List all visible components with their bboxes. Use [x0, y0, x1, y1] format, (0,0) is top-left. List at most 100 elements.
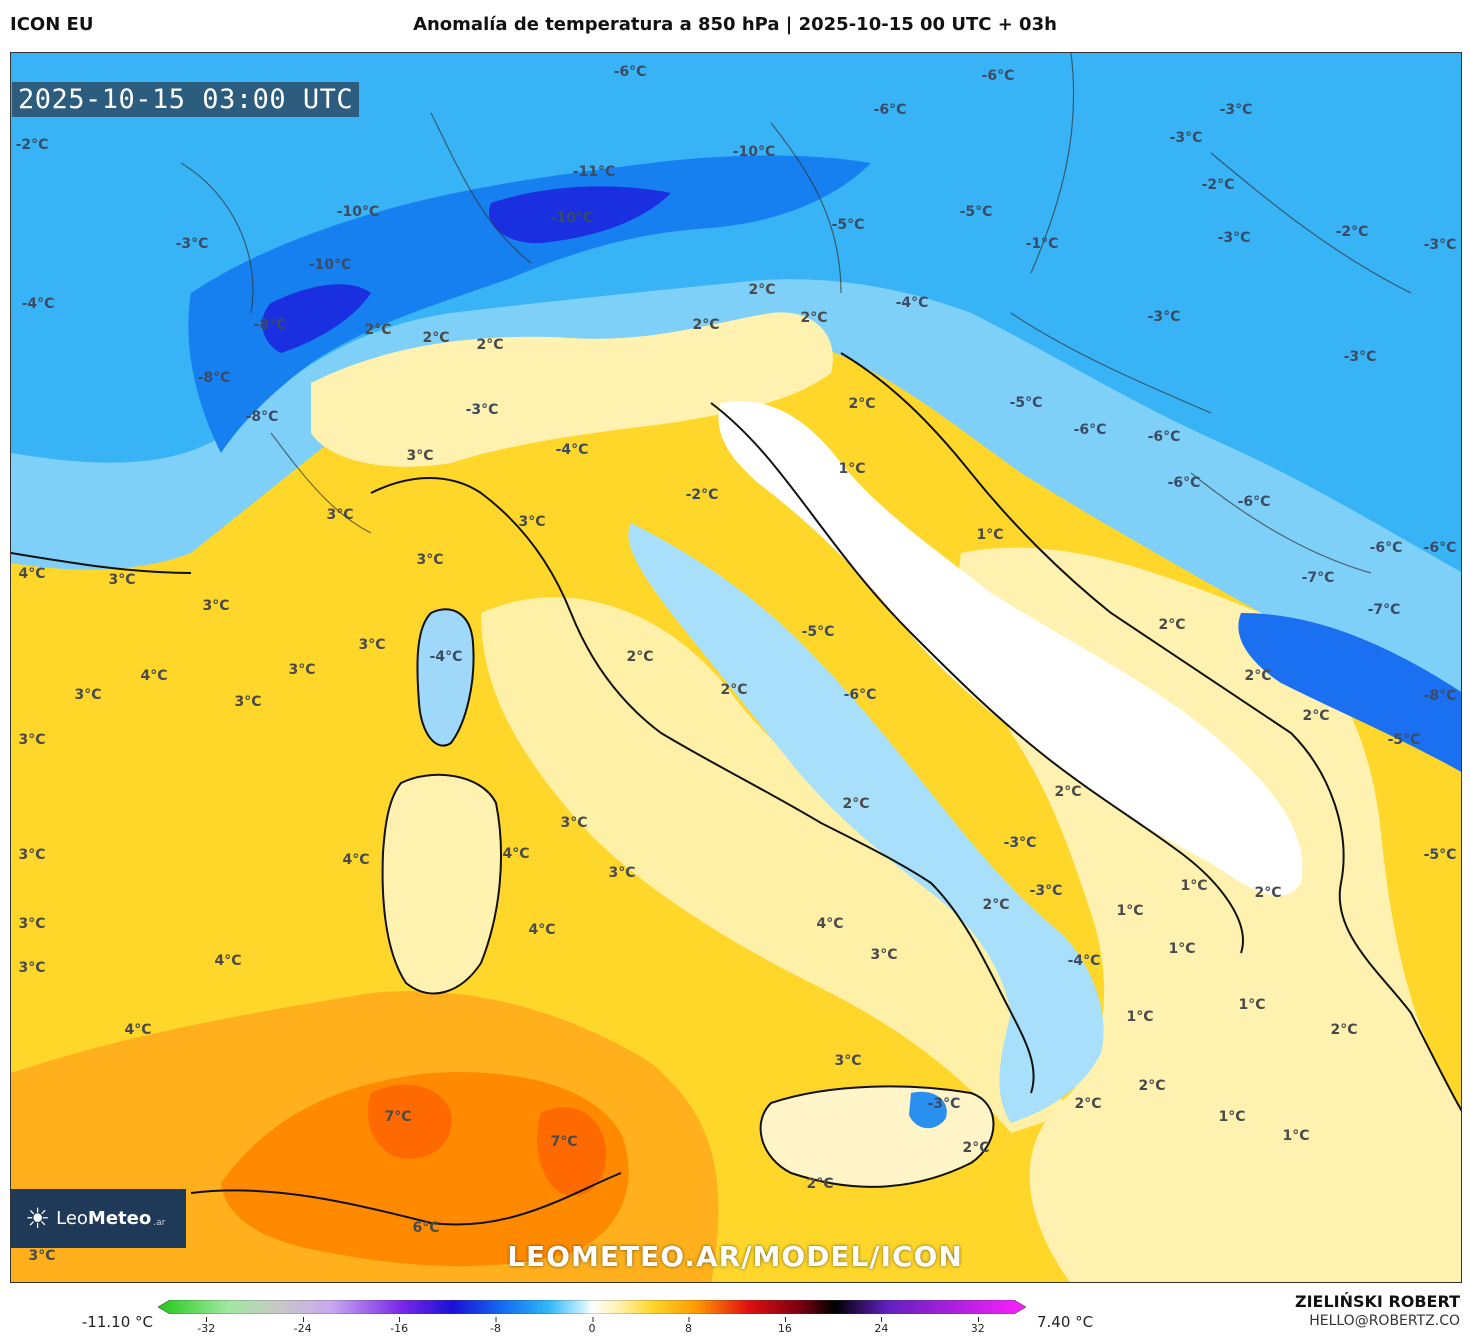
contour-label: 3°C [74, 687, 102, 703]
contour-label: 2°C [476, 337, 504, 353]
contour-label: 3°C [18, 960, 46, 976]
contour-label: 3°C [108, 572, 136, 588]
contour-label: -4°C [1067, 953, 1101, 969]
contour-label: 1°C [1126, 1009, 1154, 1025]
contour-label: -10°C [336, 204, 380, 220]
logo-brand: LeoMeteo [56, 1208, 152, 1229]
contour-label: -8°C [253, 317, 287, 333]
author-name: ZIELIŃSKI ROBERT [1294, 1292, 1460, 1311]
contour-label: 2°C [1074, 1096, 1102, 1112]
contour-label: 1°C [1168, 941, 1196, 957]
coastline-balkans [840, 352, 1461, 1112]
contour-label: 2°C [364, 322, 392, 338]
colorbar-ticks: -32 -24 -16 -8 0 8 16 24 32 [158, 1317, 1026, 1338]
source-watermark: LEOMETEO.AR/MODEL/ICON [507, 1240, 963, 1273]
contour-label: -5°C [801, 624, 835, 640]
contour-label: -2°C [15, 137, 49, 153]
cold-core-2 [262, 284, 371, 353]
contour-label: -2°C [685, 487, 719, 503]
contour-label: -6°C [981, 68, 1015, 84]
contour-label: 3°C [202, 598, 230, 614]
sun-icon: ☀ [25, 1202, 51, 1235]
apennine-cold [628, 523, 1104, 1123]
contour-label: -5°C [1009, 395, 1043, 411]
po-valley-pale [311, 312, 833, 467]
colorbar-tick: -8 [490, 1317, 502, 1335]
contour-label: 3°C [358, 637, 386, 653]
contour-label: 4°C [342, 852, 370, 868]
contour-label: 2°C [848, 396, 876, 412]
contour-label: -10°C [732, 144, 776, 160]
coastline-sicily [759, 1085, 995, 1188]
contour-label: -5°C [831, 217, 865, 233]
colorbar-tick: 32 [970, 1317, 985, 1335]
contour-label: -6°C [1073, 422, 1107, 438]
contour-label: -6°C [843, 687, 877, 703]
contour-label: -2°C [1335, 224, 1369, 240]
map-canvas [11, 53, 1461, 1282]
contour-label: 3°C [608, 865, 636, 881]
sardinia [382, 774, 501, 994]
contour-label: 1°C [1116, 903, 1144, 919]
colorbar-tick: 16 [777, 1317, 792, 1335]
temperature-anomaly-map[interactable] [10, 52, 1462, 1283]
contour-label: 4°C [214, 953, 242, 969]
contour-label: 7°C [384, 1109, 412, 1125]
contour-label: 2°C [720, 682, 748, 698]
contour-label: 2°C [1302, 708, 1330, 724]
hot-core-inner-2 [537, 1107, 607, 1196]
coastline-france-africa [11, 552, 622, 1226]
hot-core-inner-1 [367, 1084, 452, 1159]
contour-label: -6°C [1423, 540, 1457, 556]
contour-label: -2°C [1201, 177, 1235, 193]
contour-label: -5°C [1423, 847, 1457, 863]
contour-label: 1°C [976, 527, 1004, 543]
contour-label: 3°C [18, 732, 46, 748]
coastline-sardinia [381, 773, 502, 995]
contour-label: 3°C [416, 552, 444, 568]
contour-label: -10°C [308, 257, 352, 273]
contour-label: -4°C [555, 442, 589, 458]
chart-title: Anomalía de temperatura a 850 hPa | 2025… [413, 14, 1057, 35]
contour-label: 7°C [550, 1134, 578, 1150]
contour-label: -3°C [1217, 230, 1251, 246]
contour-label: -3°C [1423, 237, 1457, 253]
country-borders [180, 53, 1412, 574]
contour-label: -3°C [1029, 883, 1063, 899]
logo-tld: .ar [153, 1217, 166, 1228]
model-name: ICON EU [10, 14, 94, 35]
colorbar-tick: -32 [197, 1317, 216, 1335]
coastline-italy-east [710, 402, 1244, 954]
coastline-italy-west [370, 477, 1035, 1094]
colorbar-max-label: 7.40 °C [1037, 1313, 1094, 1331]
contour-label: -3°C [927, 1096, 961, 1112]
contour-label: -8°C [197, 370, 231, 386]
contour-label: -7°C [1301, 570, 1335, 586]
cold-field-mid [11, 53, 1461, 572]
contour-label: -3°C [1219, 102, 1253, 118]
contour-label: 1°C [838, 461, 866, 477]
colorbar-tick: 8 [684, 1317, 692, 1335]
contour-label: 3°C [406, 448, 434, 464]
contour-label: -3°C [1147, 309, 1181, 325]
contour-label: 2°C [1158, 617, 1186, 633]
contour-label: -5°C [1387, 732, 1421, 748]
contour-label: 3°C [560, 815, 588, 831]
contour-label: 2°C [626, 649, 654, 665]
contour-label: 3°C [234, 694, 262, 710]
colorbar-min-label: -11.10 °C [81, 1313, 153, 1331]
cold-field-deep [188, 155, 871, 453]
contour-label: 1°C [1180, 878, 1208, 894]
contour-label: -8°C [245, 409, 279, 425]
contour-label: 2°C [1330, 1022, 1358, 1038]
contour-label: 2°C [842, 796, 870, 812]
contour-label: 2°C [748, 282, 776, 298]
contour-label: -3°C [1343, 349, 1377, 365]
contour-label: -3°C [1169, 130, 1203, 146]
contour-label: 2°C [800, 310, 828, 326]
contour-label: 2°C [1054, 784, 1082, 800]
colorbar-tick: 0 [588, 1317, 596, 1335]
contour-label: 4°C [124, 1022, 152, 1038]
contour-label: -4°C [429, 649, 463, 665]
contour-label: -3°C [465, 402, 499, 418]
